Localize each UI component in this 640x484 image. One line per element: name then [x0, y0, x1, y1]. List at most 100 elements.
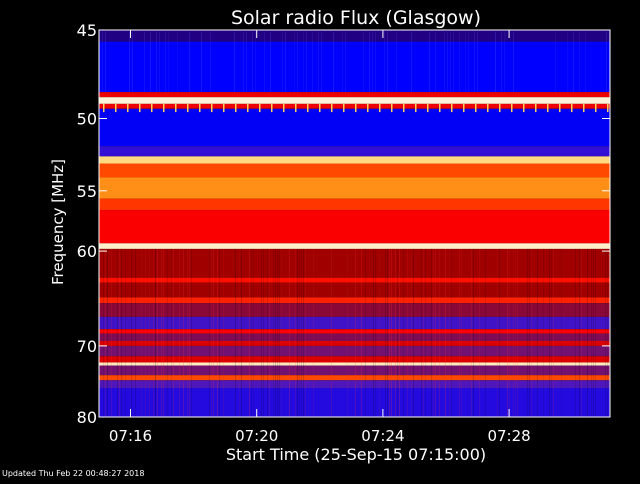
texture-streak — [507, 248, 508, 417]
texture-streak — [471, 248, 472, 417]
frequency-band-28 — [99, 388, 610, 417]
burst-marker — [151, 103, 153, 113]
texture-streak — [241, 248, 242, 417]
texture-streak — [312, 32, 313, 93]
texture-streak — [451, 248, 452, 417]
burst-marker — [307, 103, 309, 113]
chart-title: Solar radio Flux (Glasgow) — [231, 7, 481, 29]
texture-streak — [234, 32, 235, 93]
frequency-band-1 — [99, 41, 610, 93]
texture-streak — [321, 32, 322, 93]
texture-streak — [531, 248, 532, 417]
texture-streak — [102, 32, 103, 93]
texture-streak — [355, 248, 356, 417]
burst-marker — [331, 103, 333, 113]
frequency-band-15 — [99, 282, 610, 298]
burst-marker — [499, 103, 501, 113]
y-tick-label-70: 70 — [77, 337, 97, 356]
texture-streak — [253, 248, 254, 417]
texture-streak — [431, 248, 432, 417]
burst-marker — [367, 103, 369, 113]
texture-streak — [107, 248, 108, 417]
texture-streak — [421, 248, 422, 417]
texture-streak — [223, 248, 224, 417]
texture-streak — [411, 32, 412, 93]
frequency-bands — [99, 30, 610, 417]
frequency-band-17 — [99, 303, 610, 317]
texture-streak — [474, 32, 475, 93]
frequency-band-25 — [99, 365, 610, 376]
texture-streak — [150, 32, 151, 93]
frequency-band-12 — [99, 243, 610, 249]
texture-streak — [171, 248, 172, 417]
texture-streak — [201, 32, 202, 93]
x-tick-label-07:24: 07:24 — [361, 427, 404, 445]
texture-streak — [543, 248, 544, 417]
texture-streak — [210, 32, 211, 93]
texture-streak — [105, 32, 106, 93]
texture-streak — [444, 32, 445, 93]
texture-streak — [459, 248, 460, 417]
frequency-band-16 — [99, 297, 610, 304]
texture-streak — [269, 248, 270, 417]
texture-streak — [111, 248, 112, 417]
texture-streak — [156, 32, 157, 93]
texture-streak — [211, 248, 212, 417]
texture-streak — [425, 248, 426, 417]
texture-streak — [423, 248, 424, 417]
texture-streak — [515, 248, 516, 417]
texture-streak — [246, 32, 247, 93]
texture-streak — [103, 248, 104, 417]
texture-streak — [117, 248, 118, 417]
x-axis-ticks: 07:16 07:20 07:24 07:28 — [109, 30, 531, 445]
texture-streak — [318, 32, 319, 93]
texture-streak — [485, 248, 486, 417]
frequency-band-7 — [99, 156, 610, 164]
burst-marker — [439, 103, 441, 113]
texture-streak — [217, 248, 218, 417]
texture-streak — [277, 248, 278, 417]
texture-streak — [345, 32, 346, 93]
burst-marker — [583, 103, 585, 113]
texture-streak — [445, 248, 446, 417]
texture-streak — [125, 248, 126, 417]
texture-streak — [263, 248, 264, 417]
burst-marker — [487, 103, 489, 113]
frequency-band-21 — [99, 341, 610, 346]
texture-streak — [501, 32, 502, 93]
texture-streak — [239, 248, 240, 417]
texture-streak — [385, 248, 386, 417]
burst-marker — [163, 103, 165, 113]
y-tick-label-45: 45 — [77, 21, 97, 40]
texture-streak — [585, 32, 586, 93]
texture-streak — [389, 248, 390, 417]
periodic-burst-markers — [103, 103, 609, 113]
texture-streak — [509, 248, 510, 417]
texture-streak — [391, 248, 392, 417]
texture-streak — [413, 248, 414, 417]
burst-marker — [379, 103, 381, 113]
texture-streak — [306, 32, 307, 93]
burst-marker — [547, 103, 549, 113]
texture-streak — [477, 32, 478, 93]
texture-streak — [587, 248, 588, 417]
frequency-band-22 — [99, 345, 610, 357]
burst-marker — [343, 103, 345, 113]
texture-streak — [165, 32, 166, 93]
texture-streak — [129, 32, 130, 93]
texture-streak — [179, 248, 180, 417]
texture-streak — [567, 32, 568, 93]
texture-streak — [149, 248, 150, 417]
burst-marker — [535, 103, 537, 113]
texture-streak — [209, 248, 210, 417]
texture-streak — [282, 32, 283, 93]
texture-streak — [157, 248, 158, 417]
texture-streak — [289, 248, 290, 417]
frequency-band-0 — [99, 30, 610, 42]
texture-streak — [285, 32, 286, 93]
texture-streak — [189, 32, 190, 93]
texture-streak — [529, 248, 530, 417]
texture-streak — [504, 32, 505, 93]
